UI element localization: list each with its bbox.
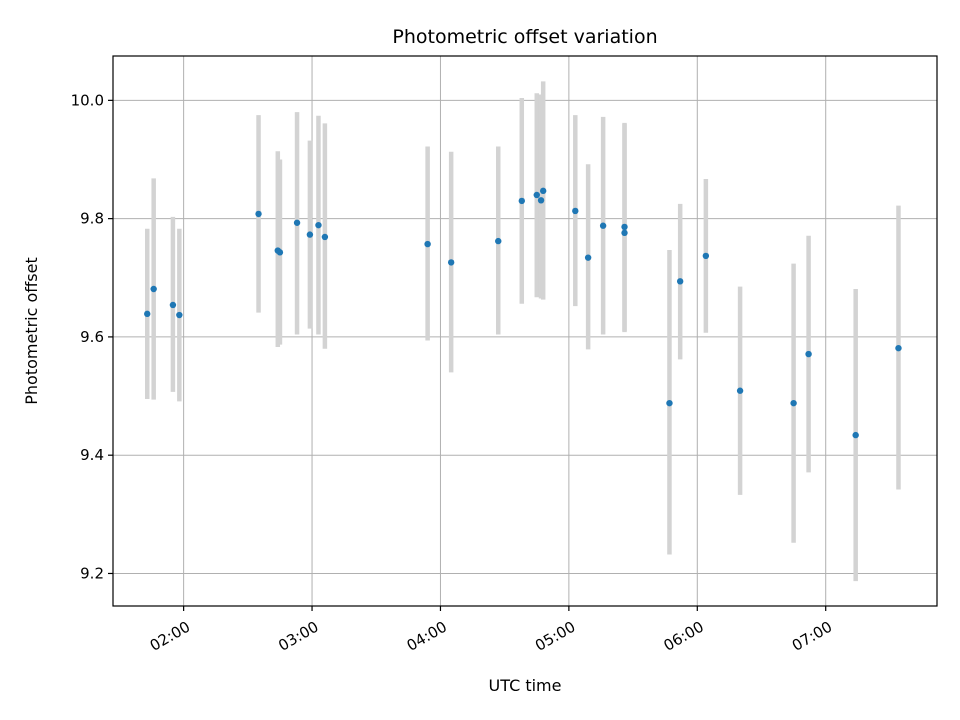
data-point bbox=[518, 197, 525, 205]
data-point bbox=[805, 350, 812, 358]
data-point bbox=[315, 221, 322, 229]
y-tick-label: 9.6 bbox=[80, 328, 104, 346]
y-tick-label: 9.8 bbox=[80, 210, 104, 228]
data-point bbox=[447, 259, 455, 266]
data-point bbox=[621, 223, 628, 231]
data-point bbox=[150, 285, 157, 293]
data-point bbox=[666, 399, 673, 407]
data-point bbox=[533, 191, 540, 199]
data-point bbox=[676, 278, 684, 285]
data-point bbox=[702, 252, 710, 260]
data-point bbox=[144, 310, 151, 318]
data-point bbox=[895, 344, 902, 352]
data-point bbox=[537, 197, 545, 204]
data-point bbox=[306, 231, 314, 238]
y-tick-label: 10.0 bbox=[71, 91, 104, 109]
data-point bbox=[790, 399, 797, 407]
data-point bbox=[599, 222, 607, 229]
data-point bbox=[584, 254, 592, 261]
data-point bbox=[736, 387, 744, 394]
data-point bbox=[176, 311, 183, 319]
x-axis-title: UTC time bbox=[489, 676, 562, 695]
data-point bbox=[495, 237, 502, 245]
data-point bbox=[169, 301, 177, 309]
point-layer bbox=[144, 187, 902, 439]
data-point bbox=[539, 187, 547, 195]
data-point bbox=[852, 431, 859, 439]
y-tick-label: 9.2 bbox=[80, 564, 104, 582]
data-point bbox=[621, 229, 628, 237]
data-point bbox=[276, 249, 284, 256]
data-point bbox=[255, 210, 262, 218]
plot-frame bbox=[112, 55, 938, 607]
data-point bbox=[572, 207, 579, 215]
chart-title: Photometric offset variation bbox=[392, 26, 657, 48]
data-point bbox=[321, 233, 329, 241]
y-tick-label: 9.4 bbox=[80, 446, 104, 464]
data-point bbox=[424, 240, 431, 248]
y-axis-title: Photometric offset bbox=[22, 257, 41, 405]
data-point bbox=[293, 219, 301, 226]
